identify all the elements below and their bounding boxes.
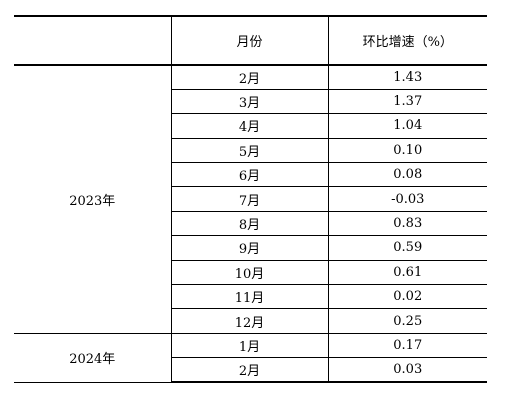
month-cell: 11月: [170, 284, 328, 310]
month-cell: 3月: [170, 89, 328, 115]
month-cell: 10月: [170, 260, 328, 286]
table-row: 5月 0.10: [14, 138, 487, 164]
month-cell: 8月: [170, 211, 328, 237]
month-cell: 2月: [170, 65, 328, 90]
growth-rate-cell: 0.59: [327, 235, 487, 261]
growth-rate-cell: 1.04: [327, 113, 487, 139]
growth-rate-cell: 0.25: [327, 308, 487, 334]
table-body: 2023年 2月 1.43 3月 1.37 4月 1.04 5月 0.10 6月 0.08 7月 -0.…: [14, 65, 487, 384]
growth-rate-cell: 0.61: [327, 260, 487, 286]
month-cell: 12月: [170, 308, 328, 334]
table-row: 10月 0.61: [14, 260, 487, 286]
table-row: 9月 0.59: [14, 235, 487, 261]
year-column-header: [14, 16, 171, 65]
growth-rate-cell: -0.03: [327, 186, 487, 212]
month-cell: 9月: [170, 235, 328, 261]
growth-rate-cell: 1.37: [327, 89, 487, 115]
month-cell: 4月: [170, 113, 328, 139]
table-header-row: 月份 环比增速（%）: [14, 16, 487, 65]
growth-rate-cell: 0.17: [327, 332, 487, 359]
month-cell: 6月: [170, 162, 328, 188]
growth-rate-cell: 0.83: [327, 211, 487, 237]
growth-rate-cell: 0.03: [327, 357, 487, 384]
year-cell: 2024年: [14, 332, 171, 383]
growth-rate-cell: 0.10: [327, 138, 487, 164]
table-row: 6月 0.08: [14, 162, 487, 188]
table-row: 2023年 2月 1.43: [14, 65, 487, 334]
growth-rate-column-header: 环比增速（%）: [327, 16, 487, 65]
month-column-header: 月份: [170, 16, 328, 65]
table-row: 3月 1.37: [14, 89, 487, 115]
growth-rate-table: 月份 环比增速（%） 2023年 2月 1.43 3月 1.37 4月 1.04 5月 0.10…: [14, 15, 487, 384]
table-row: 2月 0.03: [14, 357, 487, 384]
table-row: 12月 0.25: [14, 308, 487, 334]
table-row: 4月 1.04: [14, 113, 487, 139]
year-cell: 2023年: [14, 65, 171, 334]
growth-rate-cell: 0.08: [327, 162, 487, 188]
growth-rate-cell: 0.02: [327, 284, 487, 310]
table-row: 2024年 1月 0.17: [14, 332, 487, 383]
table-row: 8月 0.83: [14, 211, 487, 237]
month-cell: 7月: [170, 186, 328, 212]
table-row: 7月 -0.03: [14, 186, 487, 212]
month-cell: 5月: [170, 138, 328, 164]
month-cell: 2月: [170, 357, 328, 384]
month-cell: 1月: [170, 332, 328, 359]
table-row: 11月 0.02: [14, 284, 487, 310]
growth-rate-cell: 1.43: [327, 65, 487, 90]
